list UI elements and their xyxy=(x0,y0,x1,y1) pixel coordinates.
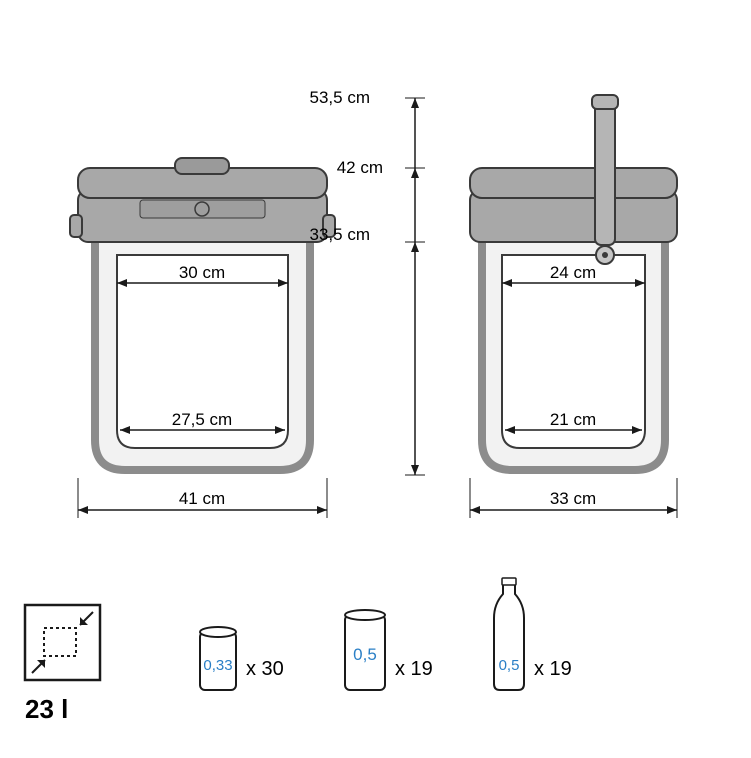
capacity-item-0-count: x 30 xyxy=(246,658,284,680)
side-view: 24 cm 21 cm 33 cm xyxy=(470,95,677,518)
capacity-item-0-label: 0,33 xyxy=(203,657,232,674)
dim-side-inner-top-label: 24 cm xyxy=(550,263,596,282)
front-tab-left xyxy=(70,215,82,237)
diagram-svg: 30 cm 27,5 cm 41 cm xyxy=(0,0,751,753)
dim-front-inner-bottom-label: 27,5 cm xyxy=(172,410,232,429)
dim-side-outer-width-label: 33 cm xyxy=(550,489,596,508)
dim-front-outer-width-label: 41 cm xyxy=(179,489,225,508)
capacity-item-1: 0,5 x 19 xyxy=(345,610,433,690)
dim-height-53-label: 53,5 cm xyxy=(310,88,370,107)
height-dimensions: 53,5 cm 42 cm 33,5 cm xyxy=(310,88,425,475)
dim-front-inner-top-label: 30 cm xyxy=(179,263,225,282)
front-view: 30 cm 27,5 cm 41 cm xyxy=(70,158,335,518)
diagram-page: 30 cm 27,5 cm 41 cm xyxy=(0,0,751,753)
dim-height-33-label: 33,5 cm xyxy=(310,225,370,244)
dim-height-42-label: 42 cm xyxy=(337,158,383,177)
capacity-volume-icon xyxy=(25,605,100,680)
capacity-item-1-label: 0,5 xyxy=(353,645,377,664)
dim-front-outer-width: 41 cm xyxy=(78,478,327,518)
dim-side-inner-bottom-label: 21 cm xyxy=(550,410,596,429)
dim-side-outer-width: 33 cm xyxy=(470,478,677,518)
capacity-item-2: 0,5 x 19 xyxy=(494,578,572,690)
front-lid-knob xyxy=(175,158,229,174)
capacity-item-1-count: x 19 xyxy=(395,658,433,680)
capacity-item-0: 0,33 x 30 xyxy=(200,627,284,690)
side-lid-top xyxy=(470,168,677,198)
capacity-item-2-count: x 19 xyxy=(534,658,572,680)
capacity-volume-label: 23 l xyxy=(25,694,68,724)
front-logo-icon xyxy=(195,202,209,216)
side-hinge-pin xyxy=(602,252,608,258)
side-handle-grip xyxy=(592,95,618,109)
side-handle xyxy=(595,100,615,245)
capacity-item-2-label: 0,5 xyxy=(499,657,520,674)
